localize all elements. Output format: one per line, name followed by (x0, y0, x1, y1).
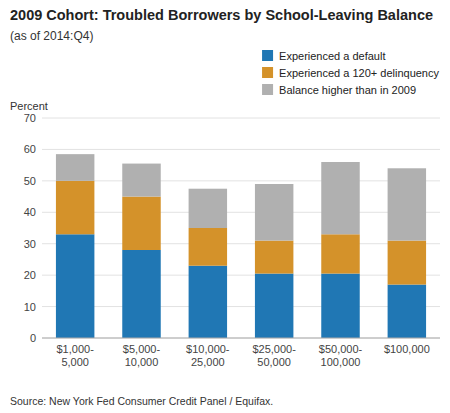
bar-segment (321, 274, 359, 338)
bar-segment (56, 234, 94, 338)
y-tick-label: 70 (24, 112, 36, 124)
legend-label: Experienced a 120+ delinquency (279, 67, 439, 79)
grid-line (42, 149, 440, 150)
x-tick-label-line: 5,000 (61, 356, 89, 368)
bars (56, 154, 426, 338)
grid-line (42, 338, 440, 339)
bar-segment (189, 228, 227, 266)
grid-line (42, 243, 440, 244)
bar-segment (388, 241, 426, 285)
bar-segment (122, 164, 160, 197)
grid-line (42, 180, 440, 181)
bar-segment (321, 162, 359, 234)
x-tick-label-line: $100,000 (384, 343, 430, 355)
y-axis-label: Percent (10, 100, 48, 112)
bar-segment (321, 234, 359, 273)
x-tick-label-line: $10,000- (186, 343, 230, 355)
grid-line (42, 118, 440, 119)
x-tick-label-line: $50,000- (319, 343, 363, 355)
x-tick-label-line: $25,000- (252, 343, 296, 355)
y-tick-label: 60 (24, 143, 36, 155)
legend-swatch (262, 50, 273, 61)
x-tick-label-line: $5,000- (123, 343, 161, 355)
bar-segment (122, 250, 160, 338)
y-tick-label: 10 (24, 301, 36, 313)
bar-segment (56, 181, 94, 234)
bar-segment (122, 197, 160, 250)
bar-segment (255, 184, 293, 241)
bar-segment (189, 189, 227, 228)
bar-segment (388, 168, 426, 240)
x-tick-label: $10,000-25,000 (186, 343, 230, 368)
x-tick-label: $25,000-50,000 (252, 343, 296, 368)
x-tick-label: $5,000-10,000 (123, 343, 161, 368)
y-tick-label: 20 (24, 269, 36, 281)
x-tick-label-line: 10,000 (125, 356, 159, 368)
legend-label: Balance higher than in 2009 (279, 84, 416, 96)
bar-segment (189, 266, 227, 338)
bar-segment (255, 274, 293, 338)
legend-label: Experienced a default (279, 50, 385, 62)
x-tick-label: $100,000 (384, 343, 430, 355)
grid-line (42, 275, 440, 276)
grid-line (42, 212, 440, 213)
bar-segment (56, 154, 94, 181)
x-tick-label-line: 25,000 (191, 356, 225, 368)
bar-segment (255, 241, 293, 274)
legend-swatch (262, 67, 273, 78)
x-tick-label-line: 100,000 (321, 356, 361, 368)
subtitle: (as of 2014:Q4) (10, 29, 93, 43)
y-tick-label: 50 (24, 175, 36, 187)
x-axis-line (42, 338, 440, 339)
x-tick-label: $50,000-100,000 (319, 343, 363, 368)
title: 2009 Cohort: Troubled Borrowers by Schoo… (10, 7, 433, 23)
x-tick-label-line: $1,000- (57, 343, 95, 355)
x-tick-label-line: 50,000 (257, 356, 291, 368)
bar-segment (388, 285, 426, 338)
x-tick-label: $1,000-5,000 (57, 343, 95, 368)
grid-line (42, 306, 440, 307)
y-tick-label: 30 (24, 238, 36, 250)
legend-swatch (262, 84, 273, 95)
y-tick-label: 0 (30, 332, 36, 344)
legend: Experienced a default Experienced a 120+ … (262, 50, 439, 96)
source: Source: New York Fed Consumer Credit Pan… (10, 395, 273, 407)
background (0, 0, 450, 413)
y-tick-label: 40 (24, 206, 36, 218)
